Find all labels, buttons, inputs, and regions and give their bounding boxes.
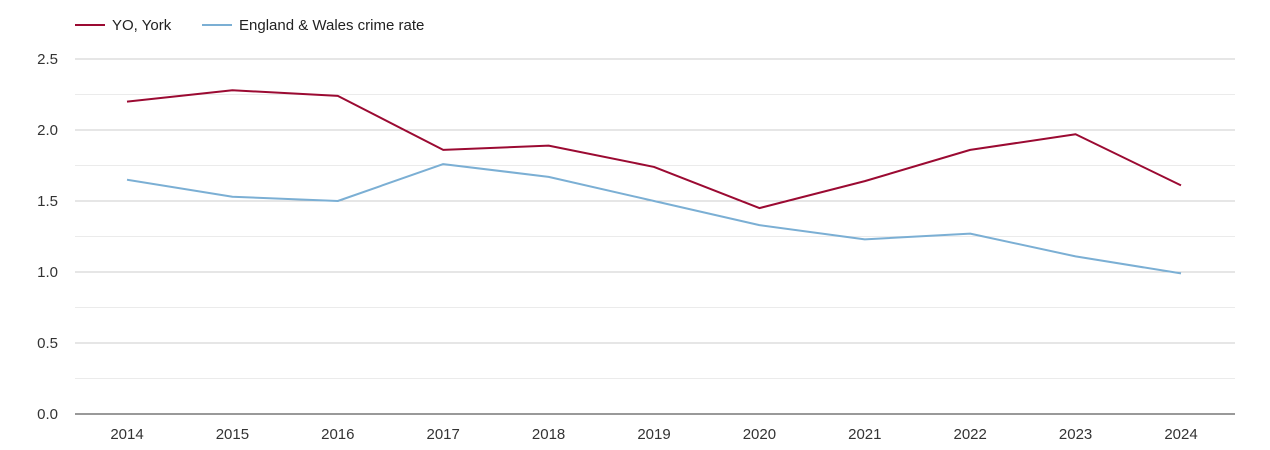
legend-label-england-wales: England & Wales crime rate	[239, 17, 424, 34]
x-axis-ticks: 2014 2015 2016 2017 2018 2019 2020 2021 …	[110, 426, 1197, 443]
y-tick-label: 0.5	[37, 335, 58, 352]
legend: YO, York England & Wales crime rate	[75, 17, 424, 34]
x-tick-label: 2015	[216, 426, 249, 443]
y-tick-label: 1.0	[37, 264, 58, 281]
x-tick-label: 2024	[1164, 426, 1197, 443]
series-group	[126, 89, 1182, 275]
x-tick-label: 2017	[427, 426, 460, 443]
x-tick-label: 2023	[1059, 426, 1092, 443]
y-tick-label: 1.5	[37, 193, 58, 210]
x-tick-label: 2021	[848, 426, 881, 443]
legend-label-york: YO, York	[112, 17, 172, 34]
y-tick-label: 2.0	[37, 122, 58, 139]
gridlines	[75, 58, 1235, 379]
series-line-england-wales	[126, 163, 1182, 275]
x-tick-label: 2022	[954, 426, 987, 443]
y-tick-label: 2.5	[37, 51, 58, 68]
series-line-york	[126, 89, 1182, 210]
x-tick-label: 2020	[743, 426, 776, 443]
x-tick-label: 2016	[321, 426, 354, 443]
x-tick-label: 2014	[110, 426, 143, 443]
y-tick-label: 0.0	[37, 406, 58, 423]
y-axis-ticks: 0.0 0.5 1.0 1.5 2.0 2.5	[37, 51, 58, 423]
x-tick-label: 2018	[532, 426, 565, 443]
x-tick-label: 2019	[637, 426, 670, 443]
